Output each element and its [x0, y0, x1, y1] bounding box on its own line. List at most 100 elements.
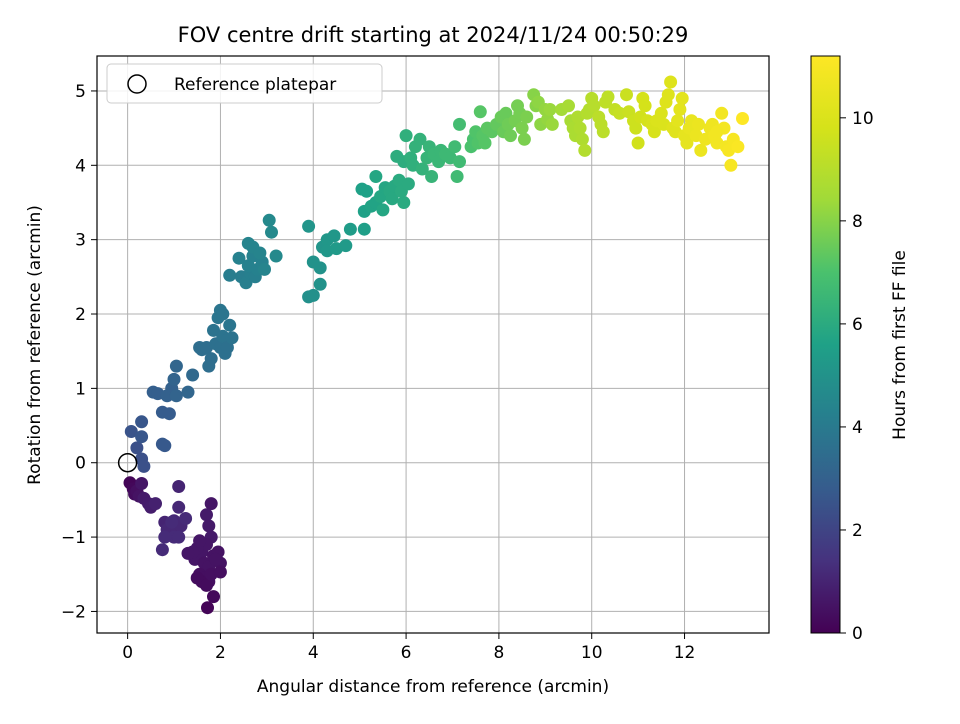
data-point: [415, 162, 429, 176]
data-point: [629, 121, 643, 135]
y-tick-label: 2: [75, 305, 86, 325]
plot-frame: [96, 55, 770, 634]
data-point: [172, 480, 186, 493]
data-points: [123, 75, 749, 615]
data-point: [369, 170, 383, 183]
y-tick-label: 0: [75, 454, 86, 474]
data-point: [601, 90, 615, 104]
colorbar-ticks: 0 2 4 6 8 10: [840, 109, 874, 644]
data-point: [149, 497, 162, 511]
data-point: [162, 407, 176, 421]
data-point: [517, 132, 531, 146]
y-tick-label: −1: [61, 528, 86, 548]
legend-entry-reference: Reference platepar: [174, 75, 336, 95]
data-point: [596, 125, 610, 139]
data-point: [631, 136, 645, 150]
data-point: [158, 439, 172, 453]
data-point: [425, 170, 439, 183]
data-point: [647, 125, 661, 139]
data-point: [306, 288, 320, 302]
data-point: [694, 143, 708, 157]
legend: Reference platepar: [106, 63, 383, 104]
data-point: [313, 261, 327, 275]
colorbar-tick-label: 0: [852, 624, 863, 644]
data-point: [450, 170, 464, 183]
y-tick-label: 1: [75, 379, 86, 399]
grid-lines: [97, 56, 769, 633]
data-point: [675, 91, 689, 105]
colorbar-tick-label: 6: [852, 315, 863, 335]
x-tick-label: 10: [581, 643, 603, 663]
colorbar-label: Hours from first FF file: [890, 250, 910, 440]
data-point: [223, 268, 237, 282]
data-point: [202, 359, 216, 373]
data-point: [209, 552, 223, 566]
data-point: [339, 239, 353, 253]
reference-marker: [117, 452, 138, 473]
x-tick-label: 12: [674, 643, 696, 663]
y-axis-label: Rotation from reference (arcmin): [25, 205, 45, 485]
data-point: [172, 530, 186, 544]
y-axis-ticks: −2 −1 0 1 2 3 4 5: [61, 82, 97, 622]
data-point: [179, 512, 193, 525]
data-point: [620, 88, 633, 102]
data-point: [155, 543, 169, 557]
data-point: [135, 415, 149, 429]
data-point: [638, 99, 652, 113]
data-point: [680, 136, 694, 150]
data-point: [578, 143, 592, 157]
data-point: [453, 117, 466, 131]
colorbar: [810, 55, 841, 634]
data-point: [167, 372, 181, 386]
chart-title: FOV centre drift starting at 2024/11/24 …: [178, 23, 689, 47]
colorbar-tick-label: 2: [852, 521, 863, 541]
data-point: [220, 341, 234, 354]
data-point: [575, 132, 589, 146]
data-point: [239, 276, 253, 290]
data-point: [172, 500, 186, 514]
data-point: [515, 121, 529, 135]
data-point: [673, 103, 687, 116]
data-point: [520, 110, 534, 124]
data-point: [401, 177, 415, 191]
data-point: [207, 590, 220, 604]
data-point: [692, 117, 705, 131]
data-point: [201, 601, 214, 615]
data-point: [190, 571, 204, 585]
data-point: [202, 519, 216, 533]
data-point: [710, 125, 724, 139]
data-point: [448, 140, 462, 154]
data-point: [654, 106, 668, 120]
data-point: [223, 318, 237, 332]
data-point: [181, 385, 195, 399]
data-point: [169, 359, 183, 373]
data-point: [343, 222, 357, 236]
data-point: [499, 106, 513, 120]
x-axis-label: Angular distance from reference (arcmin): [257, 677, 609, 697]
x-tick-label: 0: [122, 643, 133, 663]
data-point: [724, 158, 738, 172]
y-tick-label: 4: [75, 156, 86, 176]
data-point: [473, 105, 487, 119]
data-point: [258, 262, 271, 276]
y-tick-label: 3: [75, 231, 86, 251]
data-point: [135, 430, 149, 444]
data-point: [193, 534, 207, 548]
data-point: [262, 213, 276, 227]
legend-box: [106, 63, 383, 104]
data-point: [504, 129, 517, 143]
data-point: [213, 565, 227, 579]
data-point: [357, 222, 371, 236]
data-point: [265, 225, 278, 239]
data-point: [124, 425, 138, 438]
data-point: [137, 459, 151, 473]
data-point: [587, 99, 601, 113]
data-point: [253, 246, 267, 260]
data-point: [731, 140, 745, 154]
data-point: [186, 368, 200, 382]
data-point: [573, 121, 587, 135]
data-point: [453, 155, 466, 169]
y-tick-label: −2: [61, 602, 86, 622]
data-point: [736, 112, 749, 125]
